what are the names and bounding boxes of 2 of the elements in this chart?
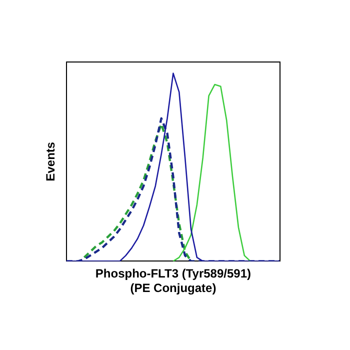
x-axis-title: Phospho-FLT3 (Tyr589/591) (PE Conjugate) (95, 266, 251, 296)
y-axis-title: Events (44, 142, 58, 182)
